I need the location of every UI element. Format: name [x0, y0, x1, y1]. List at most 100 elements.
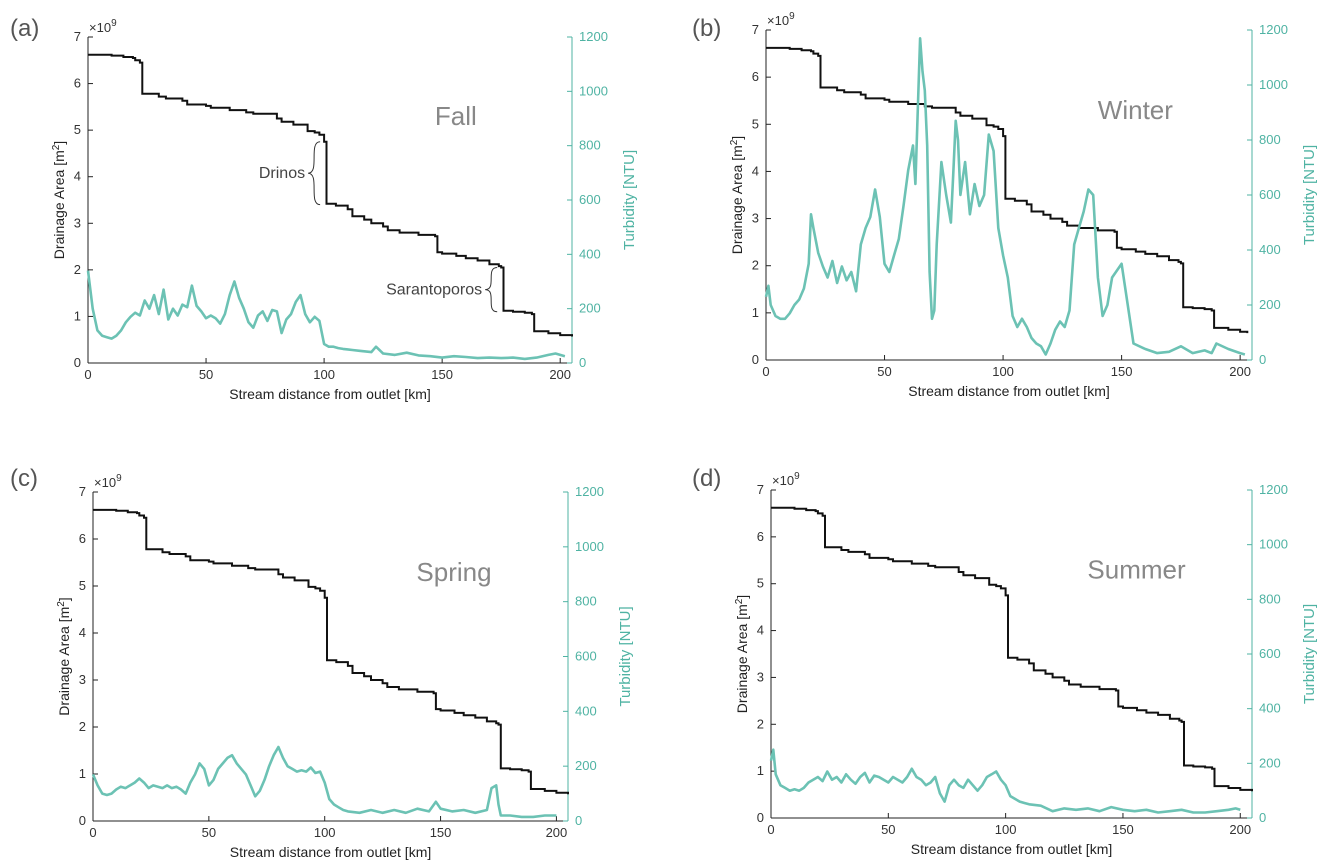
y-left-tick-label: 4	[757, 623, 764, 638]
season-label: Winter	[1098, 95, 1173, 125]
turbidity-line	[91, 745, 557, 819]
tributary-label: Drinos	[259, 165, 305, 182]
y-left-tick-label: 0	[752, 352, 759, 367]
exponent-label: ×109	[94, 473, 122, 490]
y-right-tick-label: 400	[575, 703, 597, 718]
x-tick-label: 50	[881, 822, 895, 837]
y-right-tick-label: 1000	[1259, 537, 1288, 552]
panel-label: (a)	[10, 15, 39, 42]
y-left-tick-label: 2	[752, 258, 759, 273]
y-left-tick-label: 1	[74, 308, 81, 323]
x-tick-label: 50	[877, 364, 891, 379]
y-left-tick-label: 5	[752, 116, 759, 131]
drainage-area-line	[93, 508, 569, 795]
x-tick-label: 150	[1111, 364, 1133, 379]
y-left-tick-label: 4	[752, 163, 759, 178]
season-label: Summer	[1087, 555, 1186, 585]
panel-label: (b)	[692, 15, 721, 42]
y-right-tick-label: 1200	[575, 484, 604, 499]
y-left-axis-label: Drainage Area [m2]	[734, 595, 750, 713]
y-left-tick-label: 5	[74, 122, 81, 137]
x-tick-label: 0	[89, 825, 96, 840]
y-right-axis-label: Turbidity [NTU]	[617, 606, 634, 706]
x-axis-label: Stream distance from outlet [km]	[230, 844, 432, 860]
turbidity-line	[769, 748, 1241, 814]
y-right-tick-label: 400	[579, 246, 601, 261]
y-right-tick-label: 400	[1259, 242, 1281, 257]
x-tick-label: 50	[202, 825, 216, 840]
y-left-tick-label: 6	[752, 69, 759, 84]
y-left-tick-label: 1	[79, 766, 86, 781]
y-right-tick-label: 200	[1259, 755, 1281, 770]
y-right-tick-label: 0	[579, 355, 586, 370]
y-left-tick-label: 0	[79, 813, 86, 828]
brace-annotation	[485, 267, 498, 313]
x-tick-label: 200	[1229, 822, 1251, 837]
x-tick-label: 0	[84, 367, 91, 382]
x-tick-label: 150	[430, 825, 452, 840]
drainage-area-line	[766, 46, 1249, 334]
y-right-tick-label: 1200	[1259, 482, 1288, 497]
panel-c: 0 50 100 150 200 0 1 2 3 4 5 6 7 0 200 400 600 800 1000 120…	[10, 465, 634, 860]
y-left-tick-label: 7	[74, 29, 81, 44]
y-left-tick-label: 1	[757, 763, 764, 778]
y-right-tick-label: 200	[1259, 297, 1281, 312]
y-left-tick-label: 7	[752, 22, 759, 37]
x-tick-label: 200	[1229, 364, 1251, 379]
y-right-tick-label: 200	[575, 758, 597, 773]
y-left-axis-label: Drainage Area [m2]	[56, 597, 72, 715]
y-right-tick-label: 600	[579, 192, 601, 207]
y-left-tick-label: 6	[757, 529, 764, 544]
y-right-tick-label: 600	[575, 649, 597, 664]
y-right-tick-label: 400	[1259, 701, 1281, 716]
y-left-axis-label: Drainage Area [m2]	[729, 136, 745, 254]
x-tick-label: 150	[1112, 822, 1134, 837]
panel-b: 0 50 100 150 200 0 1 2 3 4 5 6 7 0 200 400 600 800 1000 120…	[692, 11, 1318, 399]
y-right-tick-label: 800	[1259, 591, 1281, 606]
y-right-tick-label: 1000	[1259, 77, 1288, 92]
panel-label: (d)	[692, 465, 721, 492]
x-tick-label: 100	[992, 364, 1014, 379]
exponent-label: ×109	[772, 471, 800, 488]
y-left-tick-label: 2	[79, 719, 86, 734]
y-left-tick-label: 0	[757, 810, 764, 825]
y-left-axis-label: Drainage Area [m2]	[51, 141, 67, 259]
y-right-tick-label: 0	[1259, 352, 1266, 367]
y-right-tick-label: 600	[1259, 646, 1281, 661]
season-label: Spring	[416, 557, 491, 587]
x-tick-label: 100	[995, 822, 1017, 837]
y-left-tick-label: 5	[79, 578, 86, 593]
exponent-label: ×109	[767, 11, 795, 28]
x-tick-label: 100	[314, 825, 336, 840]
y-right-tick-label: 1200	[1259, 22, 1288, 37]
x-tick-label: 100	[313, 367, 335, 382]
turbidity-line	[86, 270, 566, 361]
y-right-tick-label: 800	[1259, 132, 1281, 147]
y-right-tick-label: 1000	[575, 539, 604, 554]
x-tick-label: 0	[762, 364, 769, 379]
y-right-tick-label: 0	[1259, 810, 1266, 825]
panel-label: (c)	[10, 465, 38, 492]
y-left-tick-label: 1	[752, 305, 759, 320]
x-tick-label: 150	[431, 367, 453, 382]
y-right-tick-label: 800	[575, 594, 597, 609]
drainage-area-line	[771, 506, 1253, 792]
y-left-tick-label: 4	[74, 169, 81, 184]
x-tick-label: 0	[767, 822, 774, 837]
y-left-tick-label: 3	[79, 672, 86, 687]
y-left-tick-label: 5	[757, 576, 764, 591]
drainage-area-line	[88, 53, 573, 337]
y-left-tick-label: 6	[79, 531, 86, 546]
y-right-tick-label: 1000	[579, 83, 608, 98]
y-left-tick-label: 7	[757, 482, 764, 497]
x-tick-label: 200	[549, 367, 571, 382]
x-axis-label: Stream distance from outlet [km]	[911, 841, 1113, 857]
y-right-tick-label: 800	[579, 138, 601, 153]
y-right-tick-label: 0	[575, 813, 582, 828]
y-left-tick-label: 0	[74, 355, 81, 370]
y-right-tick-label: 1200	[579, 29, 608, 44]
y-right-tick-label: 200	[579, 301, 601, 316]
y-left-tick-label: 7	[79, 484, 86, 499]
panel-d: 0 50 100 150 200 0 1 2 3 4 5 6 7 0 200 400 600 800 1000 120…	[692, 465, 1318, 857]
